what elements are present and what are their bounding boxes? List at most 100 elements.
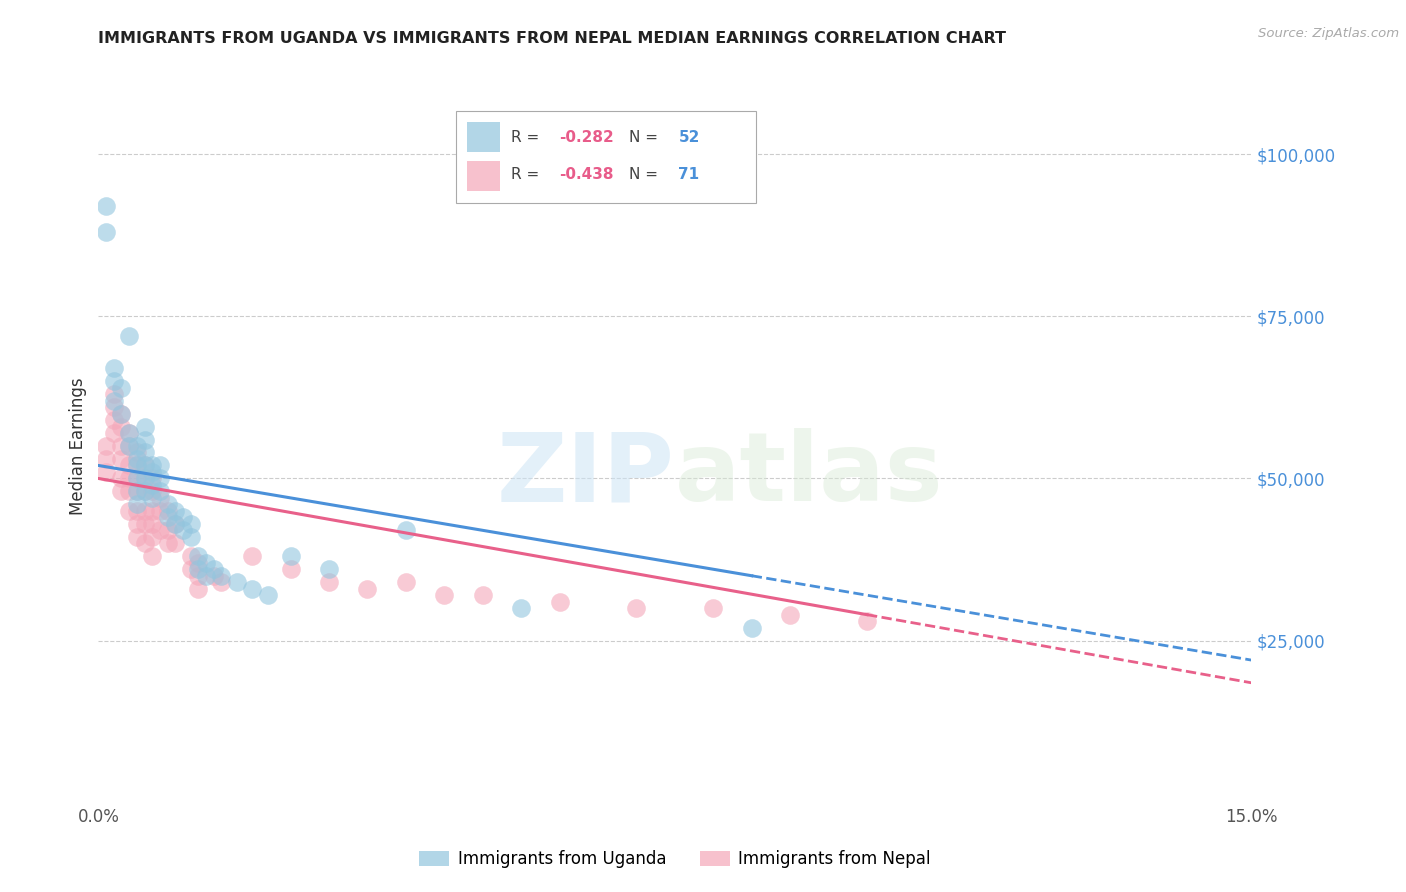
Text: atlas: atlas [675,428,943,521]
Point [134,458,156,473]
Point [110,484,132,499]
Text: -0.438: -0.438 [560,168,614,182]
Point [134,504,156,518]
Point [110,407,132,421]
Point [209,575,232,590]
Point [510,601,533,615]
Point [134,471,156,485]
Point [118,484,141,499]
Point [141,465,163,479]
Point [471,588,494,602]
Point [118,425,141,440]
Point [110,439,132,453]
Text: 71: 71 [678,168,699,182]
Point [94,452,117,467]
Point [125,497,148,511]
Point [280,549,302,564]
Point [118,425,141,440]
Point [94,439,117,453]
Point [125,484,148,499]
Text: -0.282: -0.282 [560,129,614,145]
Point [103,400,125,414]
Point [118,439,141,453]
Point [548,595,571,609]
Point [256,588,278,602]
Point [318,562,340,576]
Point [125,439,148,453]
Bar [467,161,499,191]
Text: R =: R = [512,129,544,145]
Point [395,524,418,538]
Point [149,504,172,518]
Point [110,407,132,421]
Legend: Immigrants from Uganda, Immigrants from Nepal: Immigrants from Uganda, Immigrants from … [413,844,936,875]
Text: R =: R = [512,168,544,182]
Point [125,445,148,459]
FancyBboxPatch shape [456,111,755,203]
Point [141,549,163,564]
Point [172,524,194,538]
Point [240,582,263,596]
Point [118,504,141,518]
Point [110,471,132,485]
Text: N =: N = [628,129,662,145]
Point [134,458,156,473]
Point [180,562,202,576]
Point [156,524,179,538]
Point [187,562,209,576]
Point [134,433,156,447]
Point [125,458,148,473]
Point [125,458,148,473]
Point [125,484,148,499]
Point [318,575,340,590]
Point [134,536,156,550]
Point [141,458,163,473]
Point [125,471,148,485]
Point [225,575,247,590]
Y-axis label: Median Earnings: Median Earnings [69,377,87,515]
Point [165,504,187,518]
Point [626,601,648,615]
Point [103,425,125,440]
Point [134,484,156,499]
Point [187,582,209,596]
Point [134,471,156,485]
Point [240,549,263,564]
Point [195,556,218,570]
Point [149,524,172,538]
Point [779,607,801,622]
Point [187,549,209,564]
Point [103,387,125,401]
Point [280,562,302,576]
Point [118,471,141,485]
Point [156,497,179,511]
Point [110,452,132,467]
Point [195,568,218,582]
Point [209,568,232,582]
Bar [467,122,499,152]
Point [103,393,125,408]
Point [180,530,202,544]
Point [134,419,156,434]
Point [165,516,187,531]
Point [103,413,125,427]
Point [110,381,132,395]
Point [141,478,163,492]
Point [149,458,172,473]
Point [141,530,163,544]
Point [110,419,132,434]
Point [141,491,163,505]
Point [433,588,456,602]
Point [202,562,225,576]
Point [172,510,194,524]
Point [702,601,724,615]
Point [125,471,148,485]
Point [134,516,156,531]
Point [856,614,879,628]
Point [141,504,163,518]
Point [141,471,163,485]
Point [134,484,156,499]
Point [134,445,156,459]
Point [125,452,148,467]
Point [149,471,172,485]
